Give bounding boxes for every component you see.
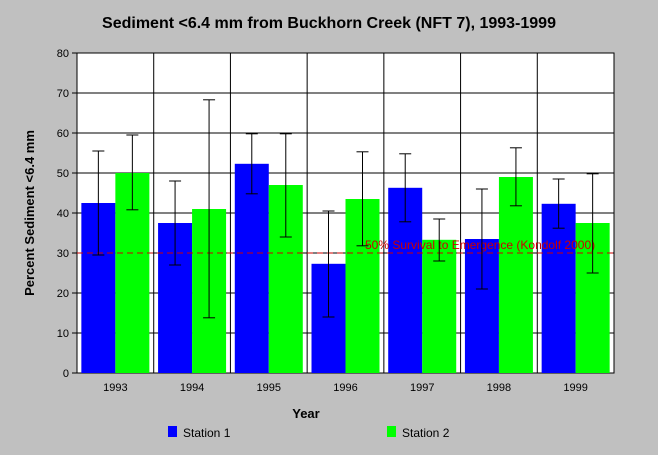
bar-station-1-1999: [541, 203, 576, 373]
error-bar-station-2-1999: [586, 173, 599, 274]
legend: Station 1 Station 2: [168, 426, 450, 440]
x-tick-label-1993: 1993: [103, 382, 127, 394]
y-tick-label-60: 60: [57, 128, 69, 140]
legend-item-station-2: Station 2: [387, 426, 450, 440]
x-tick-label-1998: 1998: [487, 382, 511, 394]
x-tick-label-1996: 1996: [333, 382, 357, 394]
y-tick-label-70: 70: [57, 88, 69, 100]
y-axis-ticks: 0 10 20 30 40 50 60 70 80: [57, 48, 77, 380]
error-bar-station-1-1993: [92, 150, 105, 256]
x-tick-label-1995: 1995: [257, 382, 281, 394]
reference-line-group: 50% Survival to Emergence (Kondolf 2000): [77, 238, 614, 254]
bar-station-1-1995: [234, 163, 269, 373]
error-bar-station-1-1996: [322, 210, 335, 318]
legend-label: Station 2: [402, 426, 450, 440]
legend-swatch: [168, 426, 177, 437]
error-bar-station-2-1998: [509, 147, 522, 207]
y-axis-label: Percent Sediment <6.4 mm: [22, 130, 37, 296]
x-axis-ticks: 1993 1994 1995 1996 1997 1998 1999: [103, 382, 588, 394]
legend-label: Station 1: [183, 426, 231, 440]
y-tick-label-0: 0: [63, 368, 69, 380]
x-tick-label-1994: 1994: [180, 382, 204, 394]
error-bar-station-2-1996: [356, 151, 369, 247]
error-bar-station-2-1994: [203, 99, 216, 319]
bar-station-2-1998: [498, 177, 533, 373]
x-tick-label-1997: 1997: [410, 382, 434, 394]
y-tick-label-40: 40: [57, 208, 69, 220]
x-tick-label-1999: 1999: [563, 382, 587, 394]
y-tick-label-30: 30: [57, 248, 69, 260]
error-bar-station-1-1999: [552, 178, 565, 229]
error-bar-station-2-1993: [126, 134, 139, 211]
error-bar-station-2-1995: [279, 133, 292, 238]
y-tick-label-80: 80: [57, 48, 69, 60]
error-bar-station-1-1995: [245, 133, 258, 195]
error-bar-station-1-1994: [169, 180, 182, 266]
legend-item-station-1: Station 1: [168, 426, 231, 440]
y-tick-label-10: 10: [57, 328, 69, 340]
error-bar-station-1-1997: [399, 153, 412, 223]
error-bar-station-2-1997: [433, 218, 446, 262]
error-bar-station-1-1998: [475, 188, 488, 290]
reference-line-label: 50% Survival to Emergence (Kondolf 2000): [365, 238, 595, 252]
bar-station-2-1997: [422, 239, 457, 373]
legend-swatch: [387, 426, 396, 437]
error-bars: [92, 99, 599, 319]
y-tick-label-20: 20: [57, 288, 69, 300]
x-axis-label: Year: [292, 406, 319, 421]
chart-title: Sediment <6.4 mm from Buckhorn Creek (NF…: [102, 15, 556, 32]
y-tick-label-50: 50: [57, 168, 69, 180]
